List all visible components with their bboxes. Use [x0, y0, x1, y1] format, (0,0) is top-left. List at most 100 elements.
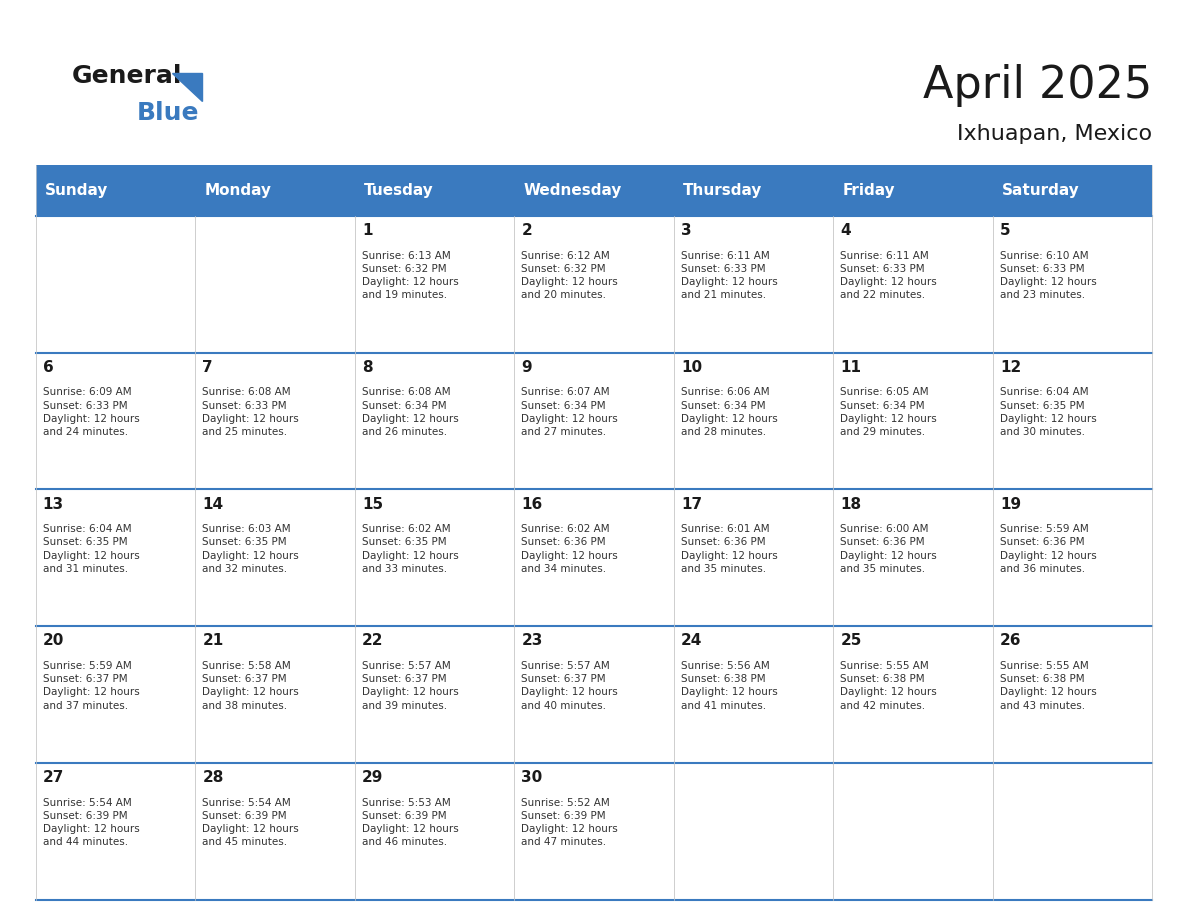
- Text: 14: 14: [202, 497, 223, 511]
- Text: Sunrise: 5:59 AM
Sunset: 6:37 PM
Daylight: 12 hours
and 37 minutes.: Sunrise: 5:59 AM Sunset: 6:37 PM Dayligh…: [43, 661, 139, 711]
- FancyBboxPatch shape: [674, 353, 833, 489]
- Text: 6: 6: [43, 360, 53, 375]
- Text: 19: 19: [1000, 497, 1020, 511]
- Text: Sunrise: 6:03 AM
Sunset: 6:35 PM
Daylight: 12 hours
and 32 minutes.: Sunrise: 6:03 AM Sunset: 6:35 PM Dayligh…: [202, 524, 299, 574]
- Text: Sunrise: 6:11 AM
Sunset: 6:33 PM
Daylight: 12 hours
and 22 minutes.: Sunrise: 6:11 AM Sunset: 6:33 PM Dayligh…: [840, 251, 937, 300]
- Text: Thursday: Thursday: [683, 183, 763, 198]
- Text: Sunday: Sunday: [45, 183, 108, 198]
- FancyBboxPatch shape: [355, 626, 514, 763]
- Text: Sunrise: 5:58 AM
Sunset: 6:37 PM
Daylight: 12 hours
and 38 minutes.: Sunrise: 5:58 AM Sunset: 6:37 PM Dayligh…: [202, 661, 299, 711]
- FancyBboxPatch shape: [833, 353, 993, 489]
- FancyBboxPatch shape: [674, 165, 833, 216]
- Text: Sunrise: 6:07 AM
Sunset: 6:34 PM
Daylight: 12 hours
and 27 minutes.: Sunrise: 6:07 AM Sunset: 6:34 PM Dayligh…: [522, 387, 618, 437]
- FancyBboxPatch shape: [993, 216, 1152, 353]
- FancyBboxPatch shape: [195, 353, 355, 489]
- Text: 18: 18: [840, 497, 861, 511]
- Text: 2: 2: [522, 223, 532, 238]
- FancyBboxPatch shape: [195, 165, 355, 216]
- Text: 17: 17: [681, 497, 702, 511]
- Text: 28: 28: [202, 770, 223, 785]
- Text: Sunrise: 6:00 AM
Sunset: 6:36 PM
Daylight: 12 hours
and 35 minutes.: Sunrise: 6:00 AM Sunset: 6:36 PM Dayligh…: [840, 524, 937, 574]
- Text: 30: 30: [522, 770, 543, 785]
- Text: Ixhuapan, Mexico: Ixhuapan, Mexico: [958, 124, 1152, 144]
- Text: 11: 11: [840, 360, 861, 375]
- Text: 8: 8: [362, 360, 373, 375]
- Text: 16: 16: [522, 497, 543, 511]
- FancyBboxPatch shape: [355, 489, 514, 626]
- Text: Sunrise: 6:05 AM
Sunset: 6:34 PM
Daylight: 12 hours
and 29 minutes.: Sunrise: 6:05 AM Sunset: 6:34 PM Dayligh…: [840, 387, 937, 437]
- Text: Sunrise: 6:04 AM
Sunset: 6:35 PM
Daylight: 12 hours
and 30 minutes.: Sunrise: 6:04 AM Sunset: 6:35 PM Dayligh…: [1000, 387, 1097, 437]
- FancyBboxPatch shape: [195, 626, 355, 763]
- Text: 5: 5: [1000, 223, 1011, 238]
- Text: General: General: [71, 64, 182, 88]
- Text: Sunrise: 6:06 AM
Sunset: 6:34 PM
Daylight: 12 hours
and 28 minutes.: Sunrise: 6:06 AM Sunset: 6:34 PM Dayligh…: [681, 387, 778, 437]
- Text: Sunrise: 6:09 AM
Sunset: 6:33 PM
Daylight: 12 hours
and 24 minutes.: Sunrise: 6:09 AM Sunset: 6:33 PM Dayligh…: [43, 387, 139, 437]
- FancyBboxPatch shape: [993, 489, 1152, 626]
- Text: 24: 24: [681, 633, 702, 648]
- Text: Sunrise: 5:55 AM
Sunset: 6:38 PM
Daylight: 12 hours
and 43 minutes.: Sunrise: 5:55 AM Sunset: 6:38 PM Dayligh…: [1000, 661, 1097, 711]
- FancyBboxPatch shape: [36, 353, 195, 489]
- Text: Sunrise: 5:57 AM
Sunset: 6:37 PM
Daylight: 12 hours
and 39 minutes.: Sunrise: 5:57 AM Sunset: 6:37 PM Dayligh…: [362, 661, 459, 711]
- Text: Sunrise: 6:13 AM
Sunset: 6:32 PM
Daylight: 12 hours
and 19 minutes.: Sunrise: 6:13 AM Sunset: 6:32 PM Dayligh…: [362, 251, 459, 300]
- FancyBboxPatch shape: [36, 165, 195, 216]
- Text: Sunrise: 6:02 AM
Sunset: 6:36 PM
Daylight: 12 hours
and 34 minutes.: Sunrise: 6:02 AM Sunset: 6:36 PM Dayligh…: [522, 524, 618, 574]
- Text: 1: 1: [362, 223, 372, 238]
- FancyBboxPatch shape: [674, 489, 833, 626]
- Text: 25: 25: [840, 633, 861, 648]
- Text: Saturday: Saturday: [1003, 183, 1080, 198]
- Text: Sunrise: 6:11 AM
Sunset: 6:33 PM
Daylight: 12 hours
and 21 minutes.: Sunrise: 6:11 AM Sunset: 6:33 PM Dayligh…: [681, 251, 778, 300]
- Text: Sunrise: 5:55 AM
Sunset: 6:38 PM
Daylight: 12 hours
and 42 minutes.: Sunrise: 5:55 AM Sunset: 6:38 PM Dayligh…: [840, 661, 937, 711]
- Text: Sunrise: 5:56 AM
Sunset: 6:38 PM
Daylight: 12 hours
and 41 minutes.: Sunrise: 5:56 AM Sunset: 6:38 PM Dayligh…: [681, 661, 778, 711]
- FancyBboxPatch shape: [833, 763, 993, 900]
- Text: Sunrise: 5:54 AM
Sunset: 6:39 PM
Daylight: 12 hours
and 45 minutes.: Sunrise: 5:54 AM Sunset: 6:39 PM Dayligh…: [202, 798, 299, 847]
- FancyBboxPatch shape: [36, 489, 195, 626]
- FancyBboxPatch shape: [833, 216, 993, 353]
- Text: Sunrise: 5:52 AM
Sunset: 6:39 PM
Daylight: 12 hours
and 47 minutes.: Sunrise: 5:52 AM Sunset: 6:39 PM Dayligh…: [522, 798, 618, 847]
- Text: Sunrise: 6:08 AM
Sunset: 6:33 PM
Daylight: 12 hours
and 25 minutes.: Sunrise: 6:08 AM Sunset: 6:33 PM Dayligh…: [202, 387, 299, 437]
- Text: Sunrise: 6:08 AM
Sunset: 6:34 PM
Daylight: 12 hours
and 26 minutes.: Sunrise: 6:08 AM Sunset: 6:34 PM Dayligh…: [362, 387, 459, 437]
- FancyBboxPatch shape: [514, 763, 674, 900]
- FancyBboxPatch shape: [514, 216, 674, 353]
- Text: April 2025: April 2025: [923, 64, 1152, 107]
- FancyBboxPatch shape: [36, 763, 195, 900]
- Text: Sunrise: 6:10 AM
Sunset: 6:33 PM
Daylight: 12 hours
and 23 minutes.: Sunrise: 6:10 AM Sunset: 6:33 PM Dayligh…: [1000, 251, 1097, 300]
- Text: Monday: Monday: [204, 183, 272, 198]
- FancyBboxPatch shape: [674, 763, 833, 900]
- FancyBboxPatch shape: [195, 763, 355, 900]
- Text: 9: 9: [522, 360, 532, 375]
- Text: 3: 3: [681, 223, 691, 238]
- Text: Sunrise: 6:04 AM
Sunset: 6:35 PM
Daylight: 12 hours
and 31 minutes.: Sunrise: 6:04 AM Sunset: 6:35 PM Dayligh…: [43, 524, 139, 574]
- Text: Sunrise: 5:54 AM
Sunset: 6:39 PM
Daylight: 12 hours
and 44 minutes.: Sunrise: 5:54 AM Sunset: 6:39 PM Dayligh…: [43, 798, 139, 847]
- Text: Sunrise: 5:59 AM
Sunset: 6:36 PM
Daylight: 12 hours
and 36 minutes.: Sunrise: 5:59 AM Sunset: 6:36 PM Dayligh…: [1000, 524, 1097, 574]
- FancyBboxPatch shape: [36, 626, 195, 763]
- FancyBboxPatch shape: [833, 165, 993, 216]
- Text: 13: 13: [43, 497, 64, 511]
- Text: Sunrise: 6:12 AM
Sunset: 6:32 PM
Daylight: 12 hours
and 20 minutes.: Sunrise: 6:12 AM Sunset: 6:32 PM Dayligh…: [522, 251, 618, 300]
- FancyBboxPatch shape: [514, 165, 674, 216]
- Text: 23: 23: [522, 633, 543, 648]
- FancyBboxPatch shape: [195, 216, 355, 353]
- FancyBboxPatch shape: [195, 489, 355, 626]
- FancyBboxPatch shape: [833, 489, 993, 626]
- Text: Blue: Blue: [137, 101, 200, 125]
- Text: 21: 21: [202, 633, 223, 648]
- FancyBboxPatch shape: [514, 353, 674, 489]
- Polygon shape: [172, 73, 202, 101]
- Text: Friday: Friday: [842, 183, 896, 198]
- FancyBboxPatch shape: [514, 489, 674, 626]
- Text: Sunrise: 5:53 AM
Sunset: 6:39 PM
Daylight: 12 hours
and 46 minutes.: Sunrise: 5:53 AM Sunset: 6:39 PM Dayligh…: [362, 798, 459, 847]
- FancyBboxPatch shape: [674, 626, 833, 763]
- Text: 29: 29: [362, 770, 384, 785]
- Text: 10: 10: [681, 360, 702, 375]
- FancyBboxPatch shape: [355, 763, 514, 900]
- FancyBboxPatch shape: [36, 216, 195, 353]
- Text: 12: 12: [1000, 360, 1022, 375]
- Text: 15: 15: [362, 497, 383, 511]
- FancyBboxPatch shape: [993, 763, 1152, 900]
- Text: 22: 22: [362, 633, 384, 648]
- FancyBboxPatch shape: [355, 353, 514, 489]
- FancyBboxPatch shape: [355, 216, 514, 353]
- FancyBboxPatch shape: [993, 353, 1152, 489]
- Text: 27: 27: [43, 770, 64, 785]
- FancyBboxPatch shape: [993, 165, 1152, 216]
